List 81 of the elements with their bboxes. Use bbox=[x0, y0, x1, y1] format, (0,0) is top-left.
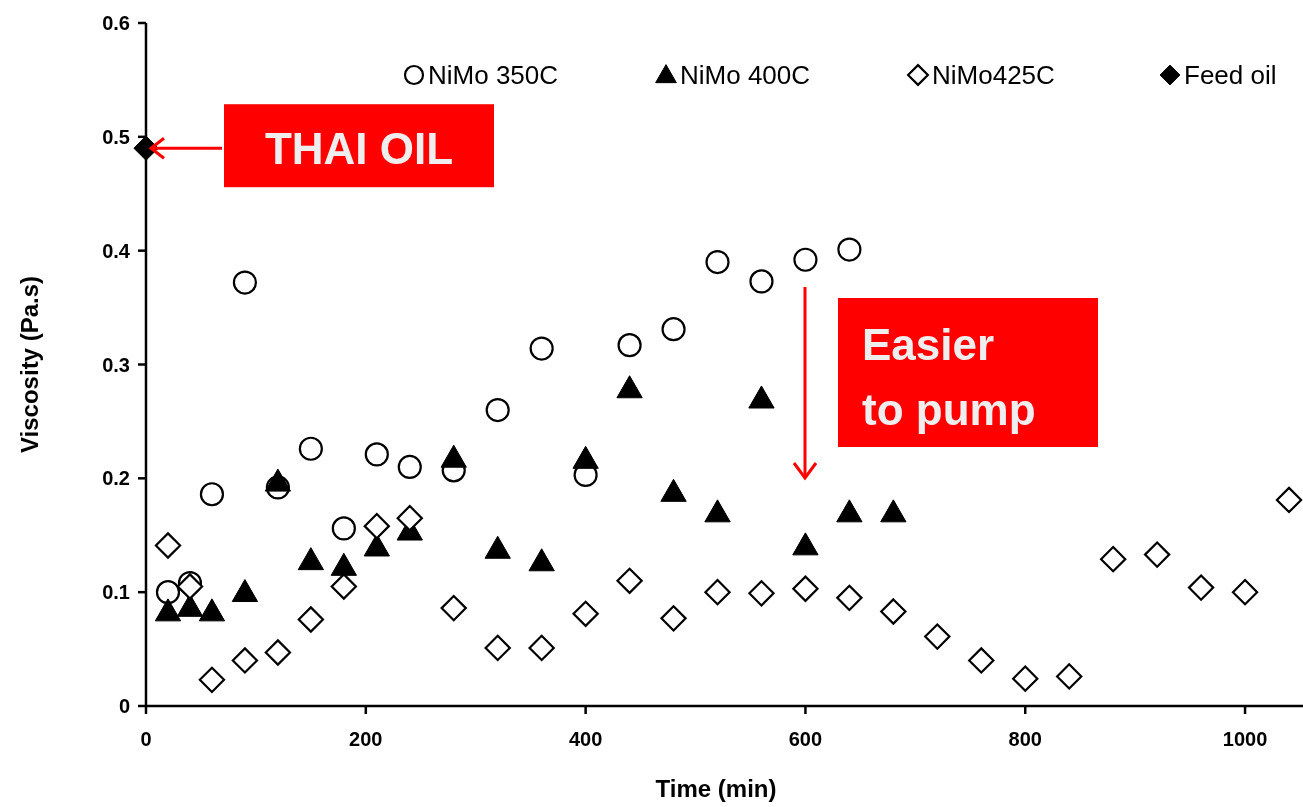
point bbox=[748, 580, 775, 607]
point bbox=[1187, 574, 1215, 601]
point bbox=[154, 532, 182, 559]
point bbox=[1012, 665, 1039, 692]
point bbox=[529, 336, 554, 361]
point bbox=[1099, 545, 1127, 573]
y-tick-label: 0 bbox=[118, 695, 130, 717]
point bbox=[198, 666, 226, 694]
x-tick-label: 200 bbox=[349, 728, 383, 750]
point bbox=[661, 317, 686, 342]
point bbox=[837, 237, 862, 262]
x-axis-title: Time (min) bbox=[655, 775, 777, 802]
point bbox=[704, 499, 731, 523]
point bbox=[704, 578, 731, 606]
point bbox=[616, 375, 643, 399]
point bbox=[199, 482, 225, 507]
x-tick-label: 400 bbox=[568, 728, 603, 750]
y-tick-label: 0.6 bbox=[102, 12, 130, 34]
point bbox=[155, 580, 181, 605]
point bbox=[484, 634, 511, 662]
point bbox=[297, 606, 325, 633]
point bbox=[792, 575, 819, 602]
annotation: THAI OIL bbox=[264, 123, 454, 173]
point bbox=[660, 478, 687, 502]
point bbox=[572, 445, 599, 469]
point bbox=[330, 552, 357, 576]
y-tick-label: 0.4 bbox=[102, 239, 131, 262]
point bbox=[572, 600, 599, 627]
point bbox=[660, 605, 687, 632]
point bbox=[264, 639, 292, 666]
point bbox=[880, 499, 907, 523]
point bbox=[231, 579, 259, 603]
x-tick-label: 0 bbox=[140, 728, 152, 750]
point bbox=[617, 333, 642, 358]
y-tick-label: 0.1 bbox=[102, 581, 130, 604]
point bbox=[484, 535, 511, 559]
point bbox=[1056, 663, 1083, 690]
point bbox=[364, 442, 389, 467]
point bbox=[793, 247, 818, 272]
point bbox=[968, 647, 995, 674]
point bbox=[836, 499, 863, 523]
point bbox=[232, 270, 258, 295]
y-tick-label: 0.3 bbox=[102, 353, 130, 376]
legend-label: NiMo 400C bbox=[680, 60, 811, 91]
point bbox=[231, 647, 259, 674]
x-tick-label: 600 bbox=[788, 728, 823, 750]
point bbox=[748, 385, 775, 409]
point bbox=[298, 436, 323, 461]
x-tick-label: 1000 bbox=[1222, 728, 1268, 750]
point bbox=[836, 584, 863, 612]
point bbox=[397, 454, 422, 480]
point bbox=[485, 397, 510, 423]
y-tick-label: 0.2 bbox=[102, 467, 130, 490]
point bbox=[396, 504, 423, 532]
point bbox=[749, 269, 774, 294]
legend-label: Feed oil bbox=[1184, 60, 1277, 91]
point bbox=[264, 468, 292, 492]
point bbox=[616, 567, 643, 594]
point bbox=[792, 532, 819, 556]
y-tick-label: 0.5 bbox=[102, 125, 130, 148]
legend-label: NiMo425C bbox=[932, 60, 1055, 91]
x-tick-label: 800 bbox=[1008, 728, 1042, 750]
point bbox=[440, 594, 467, 622]
point bbox=[1275, 486, 1303, 514]
point bbox=[297, 547, 325, 571]
point bbox=[198, 598, 226, 622]
point bbox=[330, 573, 358, 600]
point bbox=[924, 623, 951, 650]
annotation: Easier to pump bbox=[862, 320, 1036, 434]
legend-label: NiMo 350C bbox=[428, 60, 559, 91]
point bbox=[1231, 578, 1259, 606]
point bbox=[331, 516, 356, 541]
point bbox=[528, 634, 555, 662]
y-axis-title: Viscosity (Pa.s) bbox=[16, 276, 43, 453]
point bbox=[363, 512, 390, 540]
point bbox=[880, 598, 907, 625]
point bbox=[528, 548, 555, 572]
point bbox=[705, 249, 730, 275]
point bbox=[154, 598, 182, 622]
point bbox=[440, 444, 467, 468]
point bbox=[1143, 541, 1171, 568]
